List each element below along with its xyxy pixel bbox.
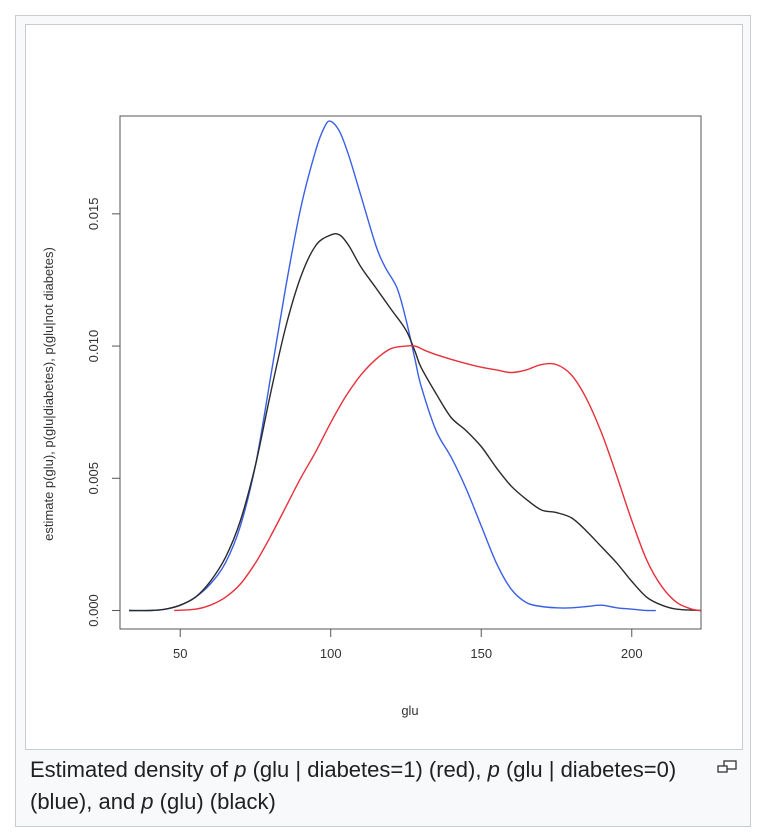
x-axis-label: glu bbox=[401, 703, 418, 718]
series-line-0 bbox=[128, 120, 656, 612]
series-line-1 bbox=[128, 232, 702, 612]
plot-frame bbox=[119, 115, 702, 630]
x-tick-label: 150 bbox=[470, 646, 492, 661]
x-axis: 50 100 150 200 bbox=[173, 629, 643, 661]
series-lines bbox=[128, 120, 702, 612]
x-tick-label: 100 bbox=[320, 646, 342, 661]
caption-part: p bbox=[234, 757, 247, 782]
y-axis: 0.000 0.005 0.010 0.015 bbox=[86, 198, 120, 627]
y-tick-label: 0.000 bbox=[86, 594, 101, 627]
figure-container: 50 100 150 200 0.000 0.005 0.010 0.015 glu est… bbox=[15, 15, 751, 827]
magnify-clip-icon[interactable] bbox=[716, 760, 738, 774]
y-axis-label: estimate p(glu), p(glu|diabetes), p(glu|… bbox=[41, 247, 56, 541]
caption-part: p bbox=[487, 757, 500, 782]
y-tick-label: 0.015 bbox=[86, 198, 101, 231]
caption-part: (glu) (black) bbox=[153, 789, 276, 814]
series-line-2 bbox=[174, 344, 702, 612]
caption-part: (glu | diabetes=1) (red), bbox=[246, 757, 488, 782]
caption-part: (glu | diabetes=0) (blue), and bbox=[30, 757, 677, 814]
figure-caption: Estimated density of p (glu | diabetes=1… bbox=[30, 754, 690, 818]
density-chart: 50 100 150 200 0.000 0.005 0.010 0.015 glu est… bbox=[41, 115, 702, 718]
plot-image[interactable]: 50 100 150 200 0.000 0.005 0.010 0.015 glu est… bbox=[25, 24, 743, 750]
caption-part: Estimated density of bbox=[30, 757, 235, 782]
x-tick-label: 50 bbox=[173, 646, 187, 661]
x-tick-label: 200 bbox=[621, 646, 643, 661]
caption-part: p bbox=[141, 789, 154, 814]
y-tick-label: 0.005 bbox=[86, 462, 101, 495]
y-tick-label: 0.010 bbox=[86, 330, 101, 363]
